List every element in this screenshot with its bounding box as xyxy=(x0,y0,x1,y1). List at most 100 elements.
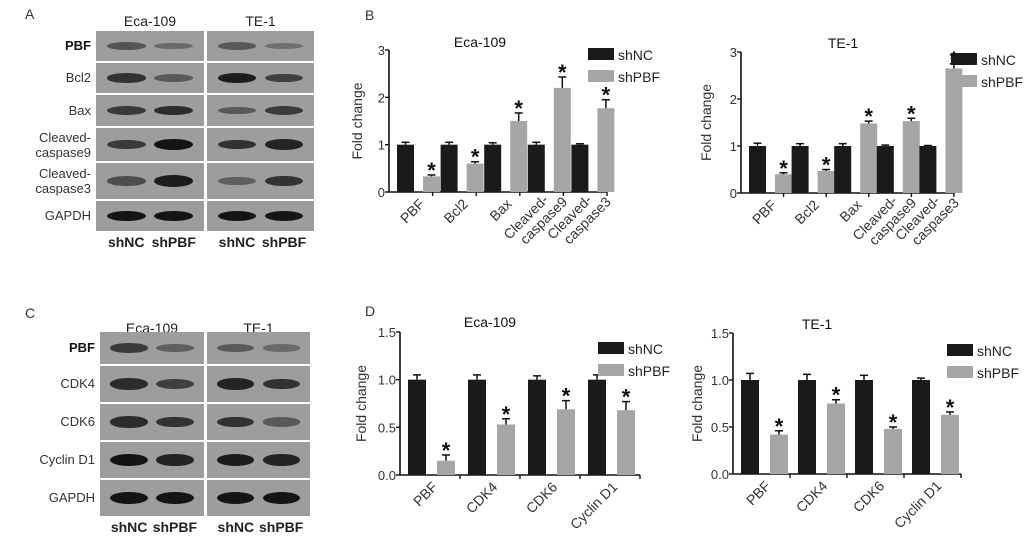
blot-membrane xyxy=(96,163,204,199)
protein-band xyxy=(217,73,257,83)
blot-membrane xyxy=(207,480,310,516)
blot-membrane xyxy=(207,63,314,93)
blot-membrane xyxy=(100,404,204,440)
bar-shpbf xyxy=(775,174,792,193)
significance-asterisk: * xyxy=(864,104,873,129)
bar-shpbf xyxy=(941,414,959,474)
protein-band xyxy=(217,210,257,222)
blot-membrane xyxy=(100,366,204,402)
bar-shpbf xyxy=(617,410,635,475)
protein-band xyxy=(264,73,304,83)
bar-shnc xyxy=(749,146,766,193)
legend-swatch-shpbf xyxy=(947,366,973,378)
y-tick-label: 3 xyxy=(378,43,385,58)
x-tick-label-line: Bcl2 xyxy=(440,195,471,226)
bar-shpbf xyxy=(902,121,920,193)
legend-label: shPBF xyxy=(628,363,670,379)
blot-row-label: GAPDH xyxy=(44,208,91,223)
protein-band xyxy=(110,491,148,505)
lane-label: shPBF xyxy=(151,234,196,250)
protein-band xyxy=(217,378,255,390)
protein-band xyxy=(217,416,255,428)
significance-asterisk: * xyxy=(622,385,631,410)
bar-shpbf xyxy=(597,108,615,192)
x-tick-label-line: CDK6 xyxy=(850,477,888,515)
legend-label: shPBF xyxy=(618,69,660,85)
y-tick-label: 0.5 xyxy=(378,420,396,435)
protein-band xyxy=(217,454,255,466)
legend-swatch-shnc xyxy=(588,48,614,60)
blot-membrane xyxy=(207,442,310,478)
protein-band xyxy=(156,378,194,390)
blot-row-label: CDK6 xyxy=(60,414,95,429)
protein-band xyxy=(154,105,194,116)
x-tick-label-line: Cyclin D1 xyxy=(567,478,621,532)
legend-swatch-shpbf xyxy=(598,364,624,376)
y-tick-label: 1.0 xyxy=(711,373,729,388)
y-tick-label: 0.5 xyxy=(711,420,729,435)
protein-band xyxy=(262,491,300,505)
blot-membrane xyxy=(207,163,314,199)
y-axis-label: Fold change xyxy=(353,365,369,442)
x-tick-label: CDK4 xyxy=(793,477,831,515)
significance-asterisk: * xyxy=(602,83,611,108)
x-tick-label: Cyclin D1 xyxy=(891,477,945,531)
bar-shnc xyxy=(528,379,546,475)
x-tick-label-line: Bcl2 xyxy=(791,196,822,227)
blot-row-label: CDK4 xyxy=(60,376,95,391)
protein-band xyxy=(264,210,304,222)
bar-shpbf xyxy=(945,68,963,193)
protein-band xyxy=(106,176,146,186)
protein-band xyxy=(217,42,257,50)
significance-asterisk: * xyxy=(558,60,567,85)
bar-shpbf xyxy=(817,170,835,193)
protein-band xyxy=(110,343,148,353)
blot-row-label: PBF xyxy=(69,340,95,355)
blot-row-label: Cleaved- caspase3 xyxy=(35,166,91,196)
bar-shpbf xyxy=(860,123,878,193)
y-tick-label: 2 xyxy=(378,90,385,105)
significance-asterisk: * xyxy=(832,383,841,408)
protein-band xyxy=(106,105,146,116)
legend-swatch-shnc xyxy=(947,344,973,356)
blot-membrane xyxy=(207,404,310,440)
bar-shnc xyxy=(798,380,816,474)
blot-membrane xyxy=(207,201,314,231)
protein-band xyxy=(262,454,300,466)
protein-band xyxy=(110,453,148,467)
western-blot-c: Eca-109 TE-1 PBF CDK4 CDK6 Cyclin D1 GAPDH shNC… xyxy=(0,280,340,538)
protein-band xyxy=(156,454,194,466)
protein-band xyxy=(106,139,146,150)
protein-band xyxy=(106,210,146,222)
significance-asterisk: * xyxy=(427,158,436,183)
x-tick-label: Bcl2 xyxy=(440,195,471,226)
significance-asterisk: * xyxy=(471,145,480,170)
protein-band xyxy=(217,176,257,186)
blot-membrane xyxy=(207,366,310,402)
significance-asterisk: * xyxy=(779,156,788,181)
legend-label: shPBF xyxy=(981,74,1023,90)
y-axis-label: Fold change xyxy=(349,82,365,159)
bar-shpbf xyxy=(827,403,845,474)
protein-band xyxy=(264,42,304,50)
x-tick-label: PBF xyxy=(743,478,774,509)
protein-band xyxy=(154,175,194,187)
protein-band xyxy=(264,139,304,150)
significance-asterisk: * xyxy=(946,395,955,420)
bar-shnc xyxy=(834,146,852,193)
x-tick-label: PBF xyxy=(749,197,780,228)
lane-label: shNC xyxy=(218,234,256,250)
chart-title: TE-1 xyxy=(828,35,859,51)
protein-band xyxy=(154,210,194,222)
bar-shpbf xyxy=(423,176,440,192)
y-tick-label: 0.0 xyxy=(711,467,729,482)
y-tick-label: 0 xyxy=(378,185,385,200)
protein-band xyxy=(110,378,148,390)
protein-band xyxy=(156,416,194,428)
significance-asterisk: * xyxy=(907,101,916,126)
blot-membrane xyxy=(96,128,204,161)
protein-band xyxy=(264,105,304,116)
x-tick-label-line: PBF xyxy=(397,196,428,227)
